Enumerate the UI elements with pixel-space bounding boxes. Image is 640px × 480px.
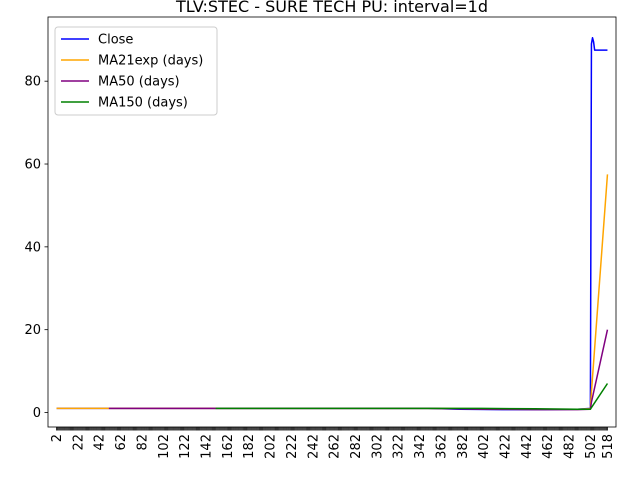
chart-title: TLV:STEC - SURE TECH PU: interval=1d — [175, 0, 488, 16]
x-tick-marks — [56, 427, 608, 431]
x-tick-label: 362 — [434, 434, 449, 459]
x-tick-label: 502 — [584, 434, 599, 459]
legend-label: Close — [98, 33, 133, 48]
x-tick-label: 102 — [157, 434, 172, 459]
x-tick-label: 122 — [178, 434, 193, 459]
x-axis: 2 22 42 62 82 102 122 142 162 182 202 222 242 262 282 3… — [50, 427, 616, 459]
y-tick-label: 80 — [24, 75, 41, 90]
y-tick-label: 20 — [24, 323, 41, 338]
series-line-2 — [108, 329, 609, 411]
x-tick-label: 42 — [93, 434, 108, 451]
x-tick-label: 342 — [413, 434, 428, 459]
x-tick-label: 162 — [221, 434, 236, 459]
x-tick-label: 242 — [306, 434, 321, 459]
x-tick-label: 322 — [392, 434, 407, 459]
x-tick-label: 82 — [135, 434, 150, 451]
y-tick-label: 0 — [33, 406, 41, 421]
y-tick-label: 40 — [24, 240, 41, 255]
x-tick-label: 282 — [349, 434, 364, 459]
x-tick-label: 518 — [601, 434, 616, 459]
x-tick-label: 142 — [200, 434, 215, 459]
x-tick-label: 262 — [328, 434, 343, 459]
x-tick-label: 2 — [50, 434, 65, 442]
x-tick-label: 422 — [498, 434, 513, 459]
y-axis: 0 20 40 60 80 — [24, 75, 48, 421]
legend: Close MA21exp (days) MA50 (days) MA150 (day… — [54, 26, 218, 116]
x-tick-label: 442 — [520, 434, 535, 459]
x-tick-label: 22 — [71, 434, 86, 451]
x-tick-label: 182 — [242, 434, 257, 459]
y-tick-label: 60 — [24, 158, 41, 173]
x-tick-label: 382 — [456, 434, 471, 459]
series-line-3 — [215, 383, 609, 410]
x-tick-label: 202 — [264, 434, 279, 459]
series-line-1 — [56, 174, 609, 410]
x-tick-label: 462 — [541, 434, 556, 459]
legend-label: MA21exp (days) — [98, 54, 203, 69]
x-tick-label: 222 — [285, 434, 300, 459]
legend-label: MA150 (days) — [98, 96, 188, 111]
legend-box — [54, 26, 218, 116]
legend-label: MA50 (days) — [98, 75, 180, 90]
x-tick-label: 482 — [563, 434, 578, 459]
x-tick-label: 62 — [114, 434, 129, 451]
x-tick-label: 402 — [477, 434, 492, 459]
x-tick-label: 302 — [370, 434, 385, 459]
